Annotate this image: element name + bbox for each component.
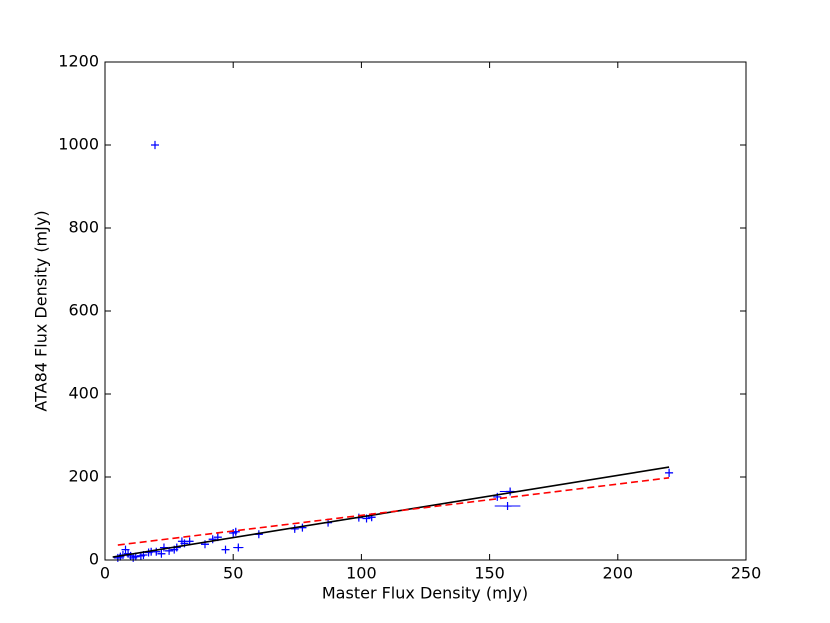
y-tick-label: 200 — [68, 467, 99, 486]
fit-line — [117, 477, 670, 546]
x-tick-label: 250 — [731, 564, 762, 583]
point — [221, 545, 230, 554]
point — [121, 545, 130, 554]
point — [665, 468, 674, 477]
y-tick-label: 400 — [68, 384, 99, 403]
point — [159, 543, 168, 552]
point — [129, 553, 138, 562]
point — [157, 549, 166, 558]
y-tick-label: 800 — [68, 218, 99, 237]
point — [506, 487, 515, 496]
point — [177, 537, 186, 546]
point — [144, 548, 153, 557]
y-tick-label: 600 — [68, 301, 99, 320]
x-tick-label: 150 — [474, 564, 505, 583]
point — [113, 553, 122, 562]
y-tick-label: 0 — [89, 550, 99, 569]
point — [298, 523, 307, 532]
y-tick-label: 1200 — [58, 52, 99, 71]
x-axis-label: Master Flux Density (mJy) — [322, 584, 528, 603]
point — [503, 502, 512, 511]
point — [208, 535, 217, 544]
point — [150, 141, 159, 149]
y-axis-label: ATA84 Flux Density (mJy) — [32, 210, 51, 411]
plot-frame — [104, 61, 747, 561]
point — [234, 543, 243, 552]
x-tick-label: 0 — [100, 564, 110, 583]
x-tick-label: 50 — [223, 564, 243, 583]
y-tick-label: 1000 — [58, 135, 99, 154]
point — [290, 524, 299, 533]
x-tick-label: 100 — [346, 564, 377, 583]
x-tick-label: 200 — [603, 564, 634, 583]
